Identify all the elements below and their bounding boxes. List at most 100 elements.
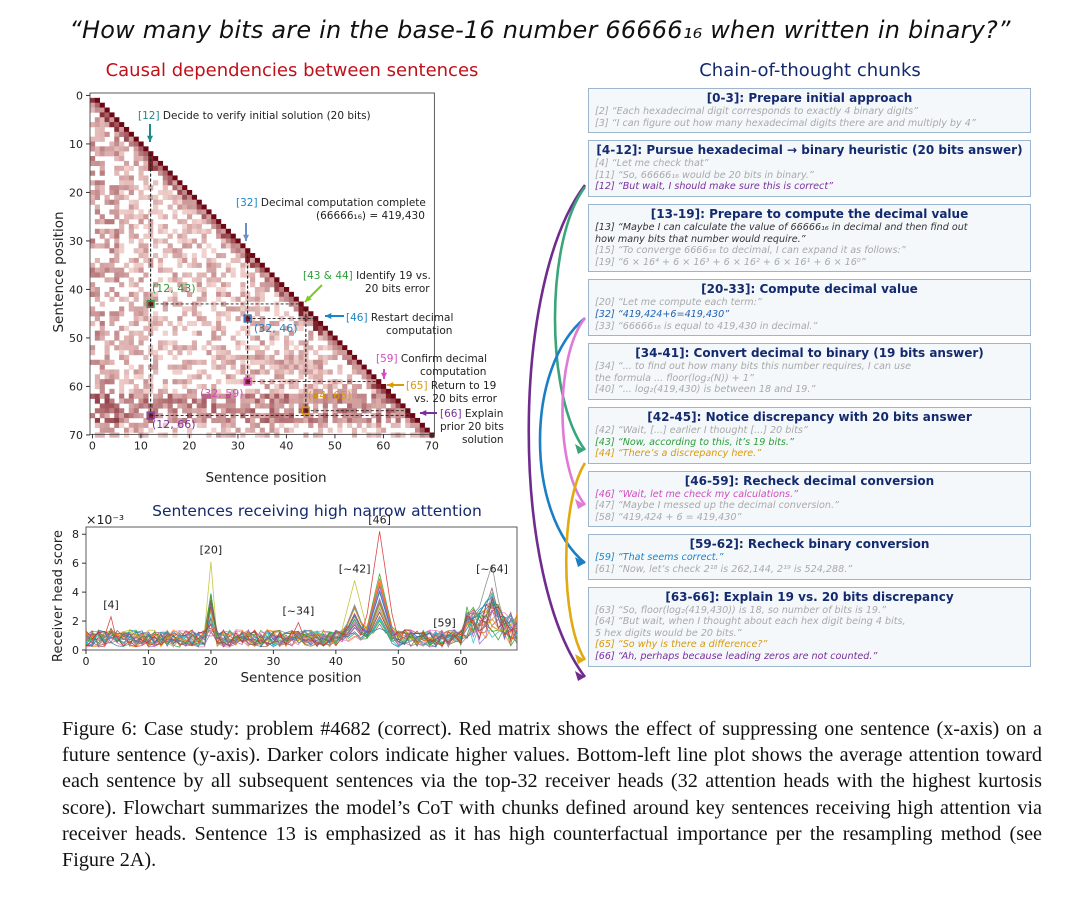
heatmap-cell — [133, 408, 139, 414]
heatmap-cell — [298, 354, 304, 361]
heatmap-cell — [288, 379, 294, 385]
heatmap-cell — [172, 228, 178, 234]
heatmap-cell — [216, 277, 222, 283]
heatmap-cell — [182, 185, 188, 191]
heatmap-cell — [162, 301, 168, 307]
heatmap-cell — [114, 194, 120, 200]
heatmap-cell — [230, 398, 236, 404]
heatmap-cell — [201, 296, 207, 302]
heatmap-cell — [211, 384, 217, 390]
heatmap-cell — [133, 257, 139, 264]
heatmap-cell — [182, 272, 188, 278]
heatmap-cell — [259, 393, 265, 399]
heatmap-cell — [138, 422, 144, 428]
heatmap-cell — [240, 325, 246, 331]
heatmap-cell — [240, 359, 246, 365]
heatmap-cell — [279, 291, 285, 297]
heatmap-cell — [191, 311, 197, 317]
heatmap-cell — [162, 223, 168, 230]
heatmap-cell — [172, 180, 178, 186]
heatmap-cell — [187, 374, 193, 380]
heatmap-cell — [99, 384, 105, 390]
heatmap-cell — [196, 422, 202, 428]
heatmap-cell — [274, 417, 280, 424]
heatmap-cell — [240, 379, 246, 385]
heatmap-cell — [172, 398, 178, 404]
heatmap-cell — [128, 320, 134, 327]
heatmap-cell — [94, 311, 100, 317]
heatmap-cell — [332, 398, 338, 404]
pointer-arrowhead — [325, 312, 332, 320]
heatmap-cell — [143, 175, 149, 181]
heatmap-cell — [172, 413, 178, 419]
heatmap-cell — [317, 330, 324, 336]
heatmap-cell — [250, 320, 256, 327]
heatmap-cell — [240, 306, 246, 312]
heatmap-cell — [254, 320, 261, 327]
heatmap-cell — [128, 393, 134, 399]
heatmap-cell — [128, 267, 134, 273]
heatmap-cell — [109, 388, 115, 394]
heatmap-cell — [99, 359, 105, 365]
heatmap-cell — [196, 287, 202, 293]
heatmap-cell — [308, 320, 314, 327]
heatmap-cell — [361, 374, 367, 380]
heatmap-cell — [274, 287, 280, 293]
heatmap-cell — [99, 117, 105, 123]
flow-arrowhead — [575, 444, 585, 454]
chart-x-tick-label: 40 — [329, 655, 343, 668]
heatmap-cell — [133, 248, 139, 254]
heatmap-cell — [381, 388, 387, 394]
heatmap-cell — [361, 403, 367, 409]
heatmap-cell — [400, 432, 406, 438]
heatmap-cell — [114, 185, 120, 191]
heatmap-cell — [317, 388, 324, 394]
heatmap-cell — [196, 204, 202, 210]
heatmap-cell — [313, 432, 319, 438]
heatmap-cell — [201, 233, 207, 239]
cot-chunk: [42-45]: Notice discrepancy with 20 bits… — [588, 406, 1031, 464]
heatmap-cell — [245, 408, 251, 414]
heatmap-cell — [119, 194, 125, 200]
heatmap-cell — [167, 190, 173, 196]
heatmap-cell — [172, 364, 178, 370]
heatmap-cell — [225, 233, 231, 239]
heatmap-cell — [191, 374, 197, 380]
heatmap-cell — [376, 379, 382, 385]
heatmap-cell — [172, 379, 178, 385]
heatmap-cell — [172, 408, 178, 414]
heatmap-cell — [123, 165, 130, 171]
heatmap-cell — [196, 228, 202, 234]
heatmap-cell — [119, 340, 125, 346]
heatmap-cell — [390, 393, 396, 399]
heatmap-cell — [308, 388, 314, 394]
heatmap-cell — [259, 325, 265, 331]
heatmap-cell — [264, 359, 270, 365]
heatmap-cell — [167, 398, 173, 404]
cot-chunk: [4-12]: Pursue hexadecimal → binary heur… — [588, 140, 1031, 197]
heatmap-cell — [390, 398, 396, 404]
heatmap-cell — [250, 257, 256, 264]
heatmap-cell — [172, 185, 178, 191]
heatmap-cell — [317, 335, 324, 341]
heatmap-cell — [293, 379, 299, 385]
heatmap-cell — [201, 320, 207, 327]
heatmap-cell — [395, 422, 401, 428]
cot-chunk: [34-41]: Convert decimal to binary (19 b… — [588, 343, 1031, 400]
heatmap-cell — [177, 320, 183, 327]
heatmap-cell — [356, 393, 362, 399]
heatmap-cell — [288, 340, 294, 346]
heatmap-cell — [240, 340, 246, 346]
heatmap-cell — [342, 388, 348, 394]
heatmap-cell — [225, 306, 231, 312]
chunk-sentence: [33] “66666₁₆ is equal to 419,430 in dec… — [595, 320, 818, 332]
heatmap-cell — [123, 126, 130, 133]
heatmap-cell — [308, 374, 314, 380]
heatmap-cell — [138, 364, 144, 370]
heatmap-cell — [143, 403, 149, 409]
heatmap-cell — [220, 432, 227, 438]
heatmap-cell — [143, 151, 149, 157]
heatmap-cell — [191, 340, 197, 346]
heatmap-cell — [109, 403, 115, 409]
heatmap-cell — [94, 219, 100, 225]
